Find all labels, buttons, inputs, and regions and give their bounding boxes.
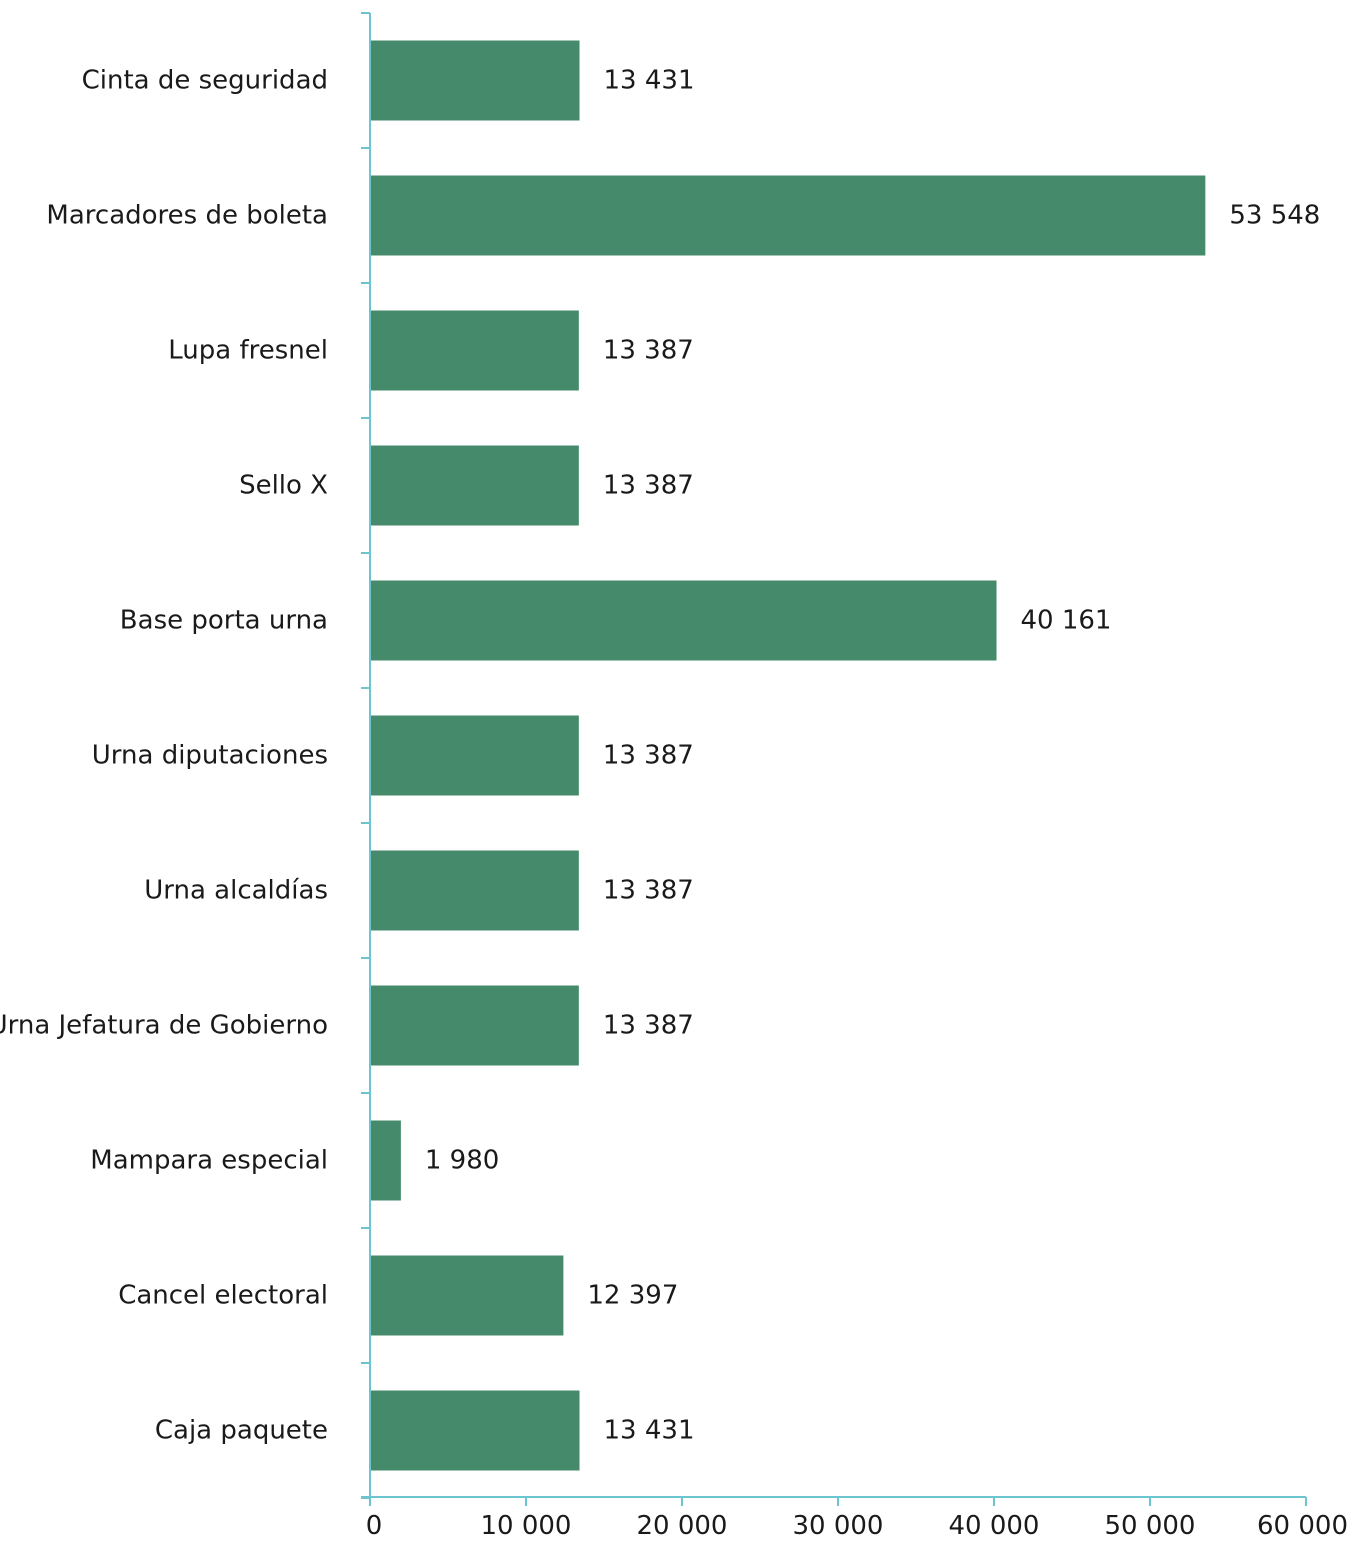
x-tick-label: 50 000: [1105, 1511, 1196, 1541]
value-label: 1 980: [425, 1146, 499, 1176]
x-tick-label: 30 000: [793, 1511, 884, 1541]
value-label: 13 431: [604, 1416, 695, 1446]
bar-0: [371, 40, 580, 121]
x-tick-label: 20 000: [637, 1511, 728, 1541]
category-label: Urna diputaciones: [92, 741, 328, 771]
category-label: Cinta de seguridad: [82, 66, 328, 96]
value-label: 53 548: [1229, 201, 1320, 231]
category-label: Cancel electoral: [118, 1281, 328, 1311]
x-tick-label: 60 000: [1257, 1511, 1348, 1541]
value-label: 13 387: [603, 336, 694, 366]
bar-9: [371, 1255, 564, 1336]
bar-8: [371, 1120, 401, 1201]
category-label: Base porta urna: [120, 606, 328, 636]
x-tick-label: 40 000: [949, 1511, 1040, 1541]
value-label: 13 387: [603, 1011, 694, 1041]
category-label: Urna alcaldías: [144, 876, 328, 906]
bar-3: [371, 445, 579, 526]
value-label: 12 397: [587, 1281, 678, 1311]
category-label: Urna Jefatura de Gobierno: [0, 1011, 328, 1041]
category-label: Caja paquete: [155, 1416, 328, 1446]
bar-6: [371, 850, 579, 931]
value-label: 13 387: [603, 741, 694, 771]
category-label: Mampara especial: [90, 1146, 328, 1176]
category-label: Sello X: [239, 471, 328, 501]
x-tick-label: 0: [366, 1511, 383, 1541]
value-label: 40 161: [1021, 606, 1112, 636]
axes-layer: [361, 12, 1307, 1506]
bar-2: [371, 310, 579, 391]
value-label: 13 387: [603, 471, 694, 501]
bar-10: [371, 1390, 580, 1471]
bar-4: [371, 580, 997, 661]
category-label: Marcadores de boleta: [46, 201, 328, 231]
bar-7: [371, 985, 579, 1066]
bar-1: [371, 175, 1206, 256]
x-tick-label: 10 000: [481, 1511, 572, 1541]
bars-layer: [371, 40, 1206, 1471]
value-label: 13 387: [603, 876, 694, 906]
category-label: Lupa fresnel: [168, 336, 328, 366]
value-label: 13 431: [604, 66, 695, 96]
bar-5: [371, 715, 579, 796]
labels-layer: Cinta de seguridad 13 431 Marcadores de bo…: [0, 66, 1348, 1541]
